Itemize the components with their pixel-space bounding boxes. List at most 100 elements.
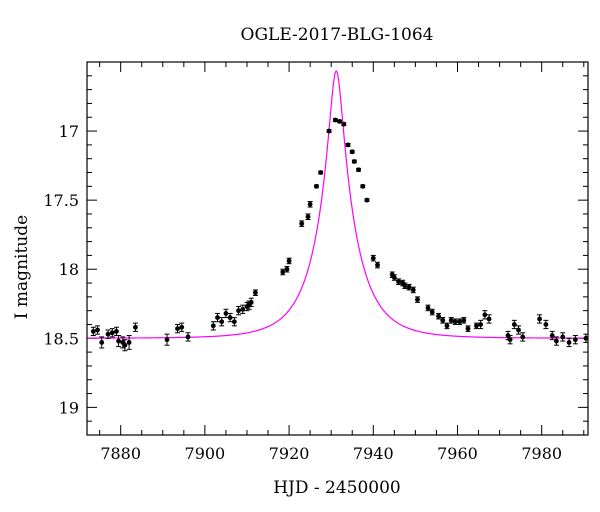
- data-marker: [554, 338, 559, 344]
- data-point: [341, 121, 347, 127]
- data-marker: [486, 316, 492, 322]
- data-point: [566, 337, 572, 348]
- plot-frame: [86, 61, 589, 436]
- data-marker: [429, 309, 435, 315]
- axis-tick-labels: 7880 7900 7920 7940 7960 7980 17 17.5 18 18.5 19: [43, 122, 562, 463]
- data-point: [473, 322, 479, 330]
- data-point: [313, 183, 319, 189]
- data-point: [396, 278, 402, 285]
- x-tick-label: 7880: [100, 444, 141, 463]
- data-marker: [351, 159, 357, 164]
- x-tick-label: 7940: [353, 444, 394, 463]
- data-point: [452, 318, 458, 325]
- data-marker: [305, 214, 311, 220]
- data-point: [286, 257, 292, 265]
- y-tick-label: 18: [59, 260, 79, 279]
- data-marker: [210, 323, 216, 329]
- data-point: [410, 286, 416, 294]
- data-point: [90, 326, 96, 337]
- data-point: [511, 319, 517, 330]
- data-point: [444, 322, 450, 330]
- data-marker: [436, 313, 441, 319]
- x-tick-label: 7980: [521, 444, 562, 463]
- data-point: [280, 268, 286, 276]
- data-marker: [345, 142, 351, 148]
- data-point: [520, 332, 526, 342]
- data-point: [516, 325, 522, 335]
- data-point: [227, 312, 233, 323]
- data-point: [457, 318, 463, 325]
- data-point: [284, 265, 290, 273]
- data-point: [307, 201, 313, 208]
- data-marker: [116, 338, 121, 344]
- data-marker: [314, 183, 319, 189]
- data-point: [332, 117, 338, 123]
- data-marker: [122, 342, 128, 348]
- data-marker: [520, 334, 526, 340]
- data-marker: [560, 334, 566, 340]
- data-marker: [227, 315, 233, 320]
- data-marker: [341, 121, 347, 127]
- data-marker: [452, 319, 458, 325]
- data-point: [185, 332, 191, 342]
- data-marker: [511, 322, 517, 327]
- data-point: [374, 261, 380, 269]
- data-point: [486, 314, 492, 324]
- y-tick-label: 18.5: [43, 329, 79, 348]
- data-marker: [444, 323, 450, 329]
- data-point: [349, 149, 355, 155]
- data-point: [326, 128, 332, 134]
- data-point: [337, 119, 343, 124]
- data-marker: [507, 337, 513, 343]
- data-marker: [219, 319, 225, 325]
- data-marker: [356, 167, 361, 173]
- y-axis-label: I magnitude: [12, 215, 32, 319]
- data-point: [105, 329, 111, 339]
- data-marker: [105, 331, 111, 337]
- data-marker: [337, 119, 343, 124]
- data-marker: [478, 322, 484, 327]
- data-point: [465, 325, 471, 332]
- data-point: [572, 335, 578, 345]
- data-marker: [364, 197, 370, 203]
- data-marker: [332, 117, 338, 123]
- data-point: [370, 254, 376, 262]
- data-point: [164, 333, 170, 346]
- data-point: [482, 310, 488, 320]
- data-marker: [248, 299, 254, 305]
- data-point: [99, 336, 105, 349]
- data-marker: [360, 183, 366, 189]
- data-marker: [391, 275, 397, 280]
- data-point: [553, 336, 559, 346]
- data-point: [175, 323, 181, 334]
- data-marker: [415, 297, 420, 303]
- data-marker: [516, 327, 521, 333]
- data-marker: [583, 335, 589, 341]
- data-point: [391, 274, 397, 281]
- x-tick-label: 7900: [185, 444, 226, 463]
- data-marker: [457, 319, 462, 325]
- data-marker: [231, 319, 237, 325]
- data-marker: [396, 279, 401, 285]
- data-marker: [280, 269, 286, 275]
- data-marker: [133, 324, 138, 330]
- axis-ticks: [87, 62, 588, 436]
- data-point: [116, 335, 122, 348]
- data-marker: [90, 328, 96, 334]
- data-point: [543, 319, 549, 330]
- data-marker: [164, 337, 170, 343]
- data-marker: [572, 337, 578, 343]
- data-point: [549, 330, 555, 341]
- data-marker: [474, 323, 479, 329]
- data-marker: [482, 312, 488, 318]
- data-marker: [370, 255, 376, 261]
- data-point: [440, 317, 446, 324]
- data-point: [219, 317, 225, 327]
- data-marker: [537, 316, 542, 322]
- model-curve-layer: [87, 70, 589, 339]
- data-point: [215, 312, 221, 323]
- data-marker: [425, 305, 431, 311]
- data-marker: [236, 308, 241, 314]
- data-point: [461, 317, 467, 324]
